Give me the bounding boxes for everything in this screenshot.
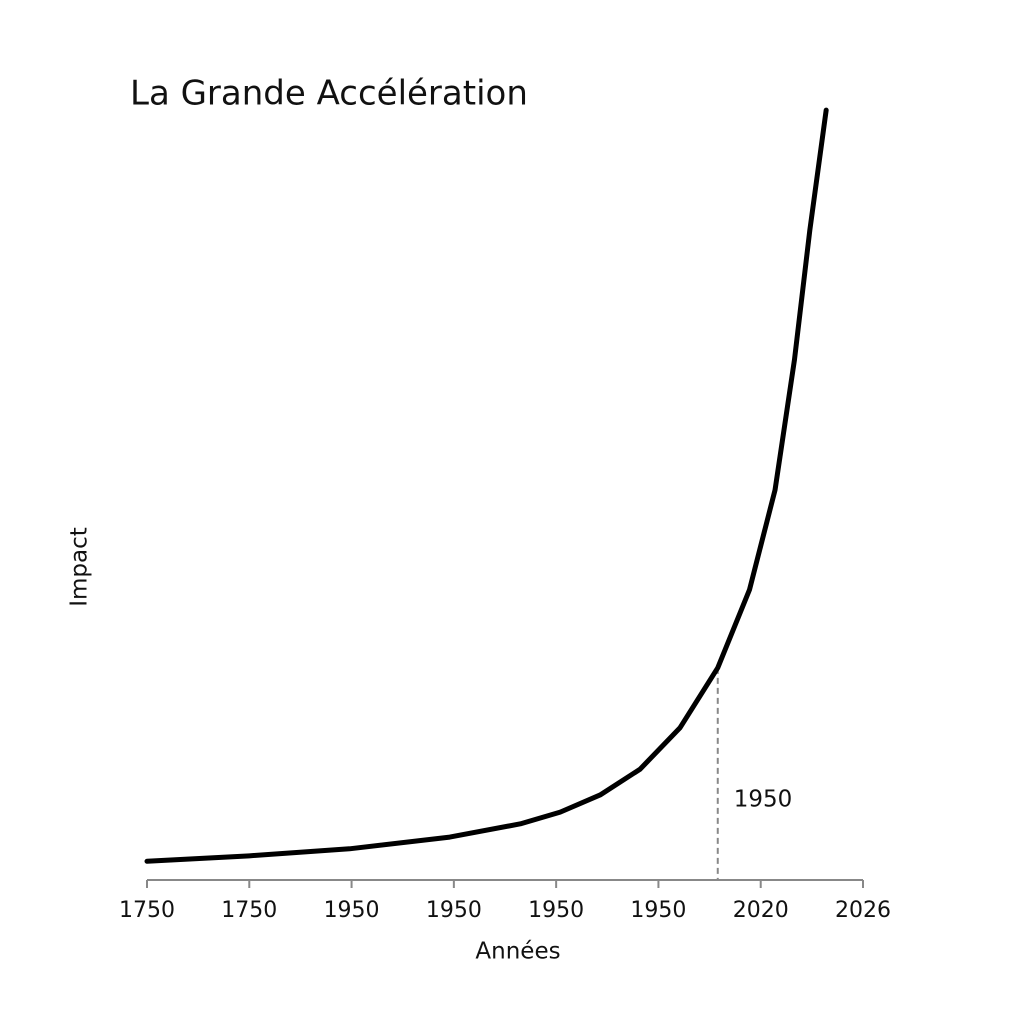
x-tick-label: 1750 xyxy=(119,898,175,923)
x-tick-label: 1950 xyxy=(528,898,584,923)
x-tick-label: 2020 xyxy=(733,898,789,923)
x-tick-label: 1950 xyxy=(426,898,482,923)
x-tick-label: 1950 xyxy=(324,898,380,923)
chart-title: La Grande Accélération xyxy=(130,74,528,114)
x-tick-label: 2026 xyxy=(835,898,891,923)
annotation-label: 1950 xyxy=(734,787,793,813)
x-tick-label: 1950 xyxy=(630,898,686,923)
line xyxy=(144,107,829,864)
x-axis-label: Années xyxy=(475,939,560,965)
x-tick-label: 1750 xyxy=(221,898,277,923)
y-axis-label: Impact xyxy=(67,527,93,607)
